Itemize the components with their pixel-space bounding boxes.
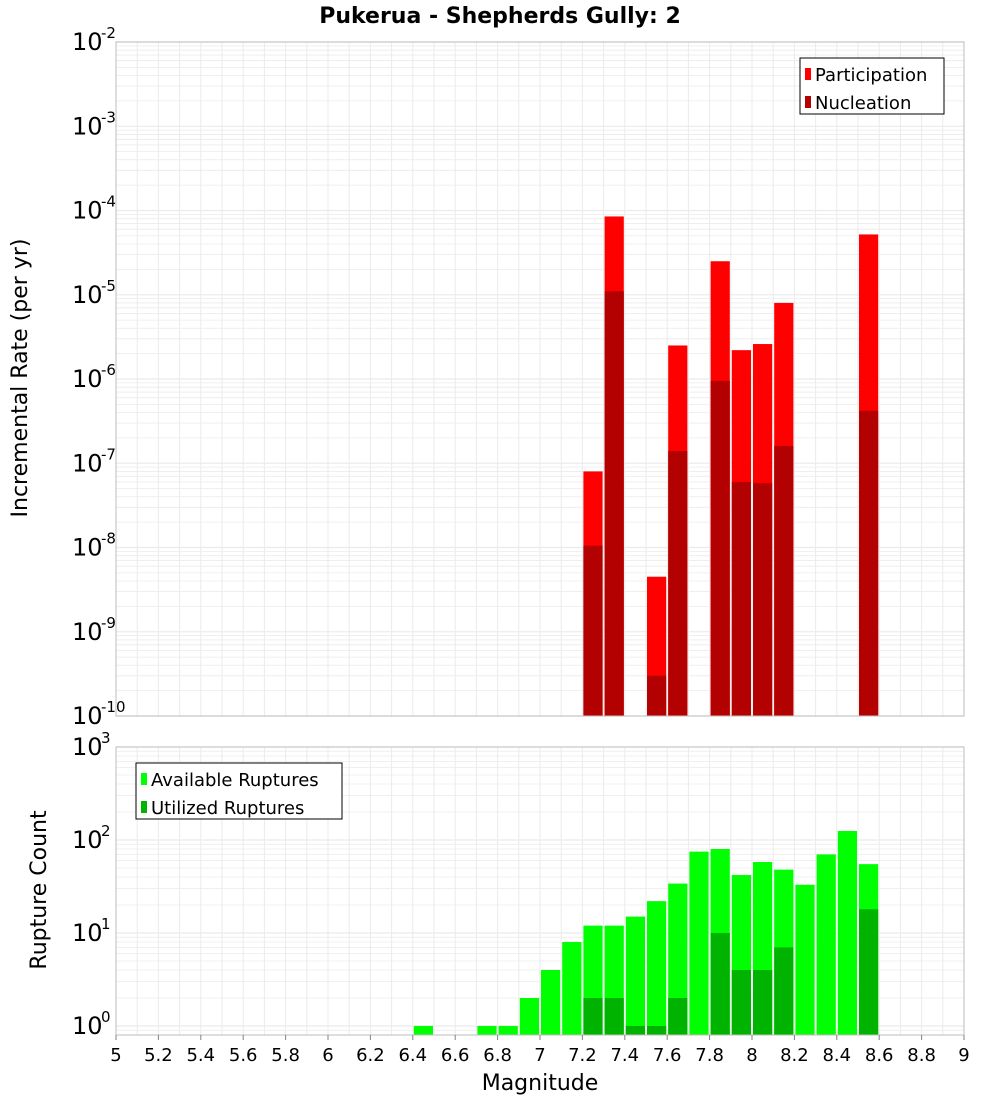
bar-nucleation: [647, 675, 667, 716]
legend-swatch: [141, 801, 147, 813]
x-tick-label: 6.4: [398, 1045, 427, 1066]
legend-label: Utilized Ruptures: [151, 798, 304, 819]
bar-nucleation: [710, 380, 730, 716]
bar-utilized-ruptures: [753, 969, 773, 1035]
y-tick-label: 10: [72, 449, 103, 477]
bar-utilized-ruptures: [668, 997, 688, 1035]
bar-available-ruptures: [498, 1025, 518, 1035]
y-tick-label: 10: [72, 365, 103, 393]
legend-label: Nucleation: [815, 93, 911, 114]
plot-frame: [115, 41, 965, 717]
bar-nucleation: [583, 545, 603, 716]
y-tick-exponent: -4: [101, 193, 116, 211]
y-tick-exponent: -7: [101, 445, 116, 463]
y-tick-exponent: 0: [101, 1008, 111, 1026]
legend-box: [135, 762, 343, 820]
x-tick-label: 8.4: [822, 1045, 851, 1066]
legend-swatch: [805, 68, 811, 80]
y-tick-label: 10: [72, 919, 103, 947]
bar-utilized-ruptures: [710, 932, 730, 1035]
x-tick-label: 5: [110, 1045, 121, 1066]
count-y-axis-label: Rupture Count: [27, 810, 52, 970]
y-tick-label: 10: [72, 112, 103, 140]
x-tick-label: 8.8: [907, 1045, 936, 1066]
x-tick-label: 8.6: [865, 1045, 894, 1066]
bar-available-ruptures: [837, 830, 857, 1035]
x-tick-label: 7.2: [568, 1045, 597, 1066]
bar-nucleation: [774, 446, 794, 716]
y-tick-exponent: -9: [101, 614, 116, 632]
x-tick-label: 5.6: [229, 1045, 258, 1066]
y-tick-exponent: -2: [101, 24, 116, 42]
bar-utilized-ruptures: [625, 1025, 645, 1035]
y-tick-exponent: 3: [101, 729, 111, 747]
x-tick-label: 5.4: [186, 1045, 215, 1066]
y-tick-exponent: -5: [101, 277, 116, 295]
x-tick-label: 6.2: [356, 1045, 385, 1066]
chart-title: Pukerua - Shepherds Gully: 2: [319, 4, 681, 29]
bar-available-ruptures: [562, 942, 582, 1035]
bar-available-ruptures: [816, 854, 836, 1035]
bar-available-ruptures: [413, 1025, 433, 1035]
legend-box: [799, 57, 945, 115]
x-tick-label: 8.2: [780, 1045, 809, 1066]
x-tick-label: 5.8: [271, 1045, 300, 1066]
x-tick-label: 7.4: [610, 1045, 639, 1066]
bar-nucleation: [731, 481, 751, 716]
y-tick-exponent: 2: [101, 822, 111, 840]
bar-utilized-ruptures: [583, 997, 603, 1035]
bar-nucleation: [604, 291, 624, 716]
y-tick-label: 10: [72, 28, 103, 56]
y-tick-label: 10: [72, 826, 103, 854]
bar-available-ruptures: [647, 901, 667, 1035]
x-tick-label: 7.6: [653, 1045, 682, 1066]
bar-utilized-ruptures: [774, 947, 794, 1035]
bar-available-ruptures: [541, 969, 561, 1035]
bar-nucleation: [753, 483, 773, 716]
y-tick-label: 10: [72, 1012, 103, 1040]
bar-available-ruptures: [519, 997, 539, 1035]
rate-plot: 10-1010-910-810-710-610-510-410-310-2Par…: [72, 24, 965, 730]
bar-utilized-ruptures: [859, 909, 879, 1035]
legend-label: Participation: [815, 65, 927, 86]
x-tick-label: 9: [958, 1045, 969, 1066]
y-tick-exponent: 1: [101, 915, 111, 933]
y-tick-label: 10: [72, 733, 103, 761]
y-tick-exponent: -3: [101, 108, 116, 126]
y-tick-label: 10: [72, 702, 103, 730]
x-axis-label: Magnitude: [482, 1071, 599, 1096]
bar-available-ruptures: [668, 883, 688, 1035]
bar-available-ruptures: [477, 1025, 497, 1035]
y-tick-label: 10: [72, 534, 103, 562]
y-tick-label: 10: [72, 281, 103, 309]
bar-nucleation: [859, 410, 879, 716]
bar-available-ruptures: [689, 851, 709, 1035]
x-tick-label: 7.8: [695, 1045, 724, 1066]
x-tick-label: 8: [746, 1045, 757, 1066]
y-tick-exponent: -10: [101, 698, 126, 716]
y-tick-exponent: -8: [101, 530, 116, 548]
x-tick-label: 6: [322, 1045, 333, 1066]
y-tick-exponent: -6: [101, 361, 116, 379]
x-tick-label: 6.6: [441, 1045, 470, 1066]
bar-utilized-ruptures: [604, 997, 624, 1035]
y-tick-label: 10: [72, 618, 103, 646]
x-tick-label: 6.8: [483, 1045, 512, 1066]
bar-available-ruptures: [795, 884, 815, 1035]
rate-y-axis-label: Incremental Rate (per yr): [8, 239, 33, 518]
legend-swatch: [141, 773, 147, 785]
legend-swatch: [805, 96, 811, 108]
x-tick-label: 5.2: [144, 1045, 173, 1066]
legend-label: Available Ruptures: [151, 770, 319, 791]
bar-available-ruptures: [625, 916, 645, 1035]
bar-nucleation: [668, 450, 688, 716]
y-tick-label: 10: [72, 197, 103, 225]
bar-utilized-ruptures: [647, 1025, 667, 1035]
x-tick-label: 7: [534, 1045, 545, 1066]
bar-utilized-ruptures: [731, 969, 751, 1035]
